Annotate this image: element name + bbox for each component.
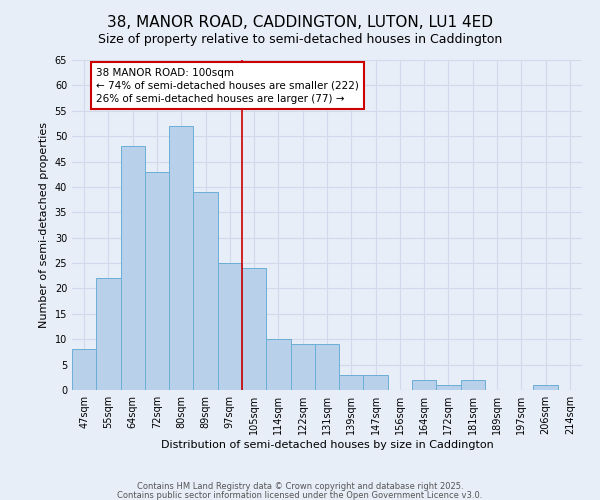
- Bar: [290, 344, 315, 390]
- Bar: [145, 172, 169, 390]
- Bar: [266, 339, 290, 390]
- Y-axis label: Number of semi-detached properties: Number of semi-detached properties: [39, 122, 49, 328]
- Text: Contains HM Land Registry data © Crown copyright and database right 2025.: Contains HM Land Registry data © Crown c…: [137, 482, 463, 491]
- Bar: [242, 268, 266, 390]
- Bar: [121, 146, 145, 390]
- Bar: [315, 344, 339, 390]
- Text: Contains public sector information licensed under the Open Government Licence v3: Contains public sector information licen…: [118, 490, 482, 500]
- Bar: [193, 192, 218, 390]
- Bar: [436, 385, 461, 390]
- X-axis label: Distribution of semi-detached houses by size in Caddington: Distribution of semi-detached houses by …: [161, 440, 493, 450]
- Bar: [461, 380, 485, 390]
- Bar: [339, 375, 364, 390]
- Bar: [412, 380, 436, 390]
- Bar: [96, 278, 121, 390]
- Bar: [169, 126, 193, 390]
- Text: 38 MANOR ROAD: 100sqm
← 74% of semi-detached houses are smaller (222)
26% of sem: 38 MANOR ROAD: 100sqm ← 74% of semi-deta…: [96, 68, 359, 104]
- Text: Size of property relative to semi-detached houses in Caddington: Size of property relative to semi-detach…: [98, 32, 502, 46]
- Bar: [364, 375, 388, 390]
- Bar: [533, 385, 558, 390]
- Bar: [218, 263, 242, 390]
- Text: 38, MANOR ROAD, CADDINGTON, LUTON, LU1 4ED: 38, MANOR ROAD, CADDINGTON, LUTON, LU1 4…: [107, 15, 493, 30]
- Bar: [72, 350, 96, 390]
